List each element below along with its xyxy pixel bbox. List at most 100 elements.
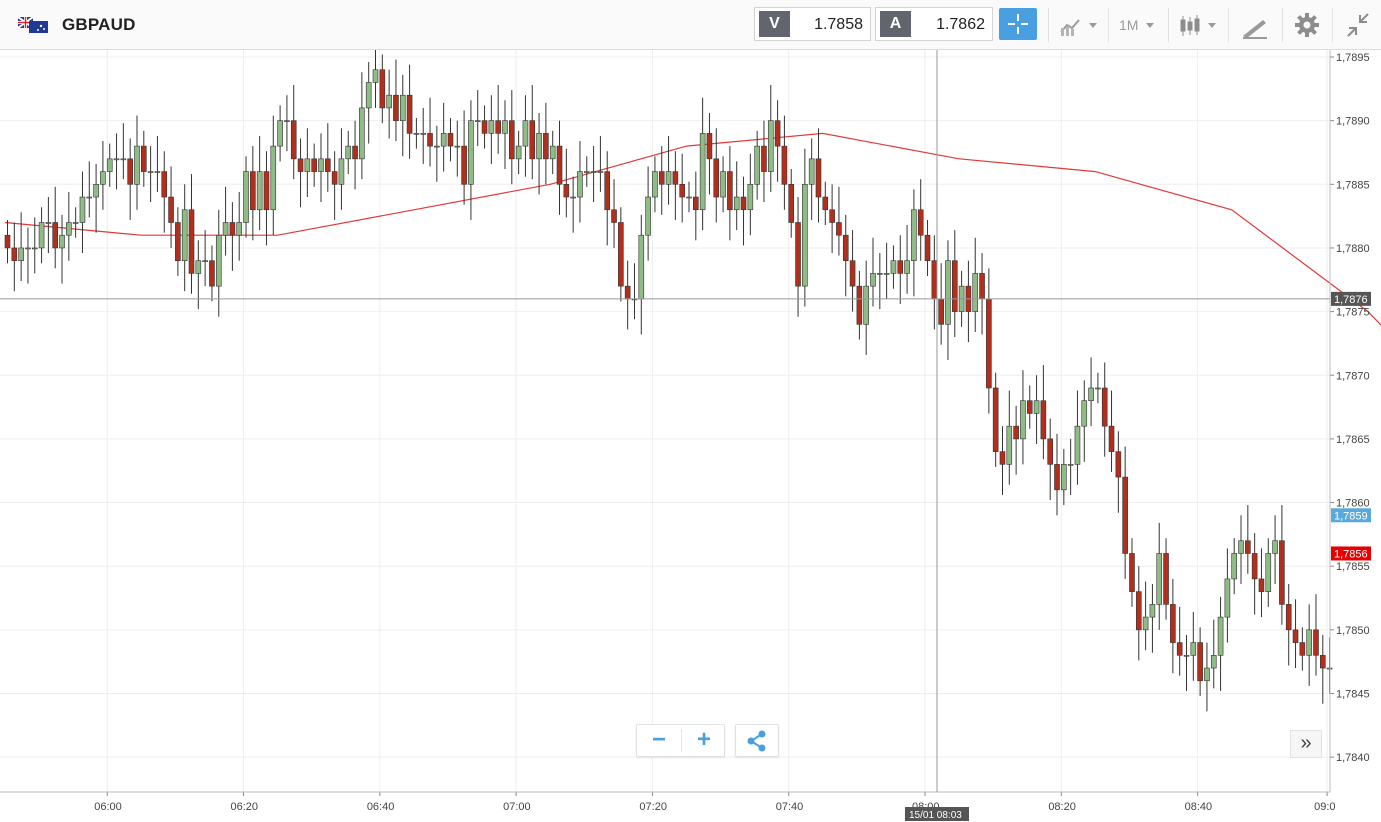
candle-body <box>727 171 733 211</box>
candle-body <box>556 145 563 185</box>
candle-body <box>577 171 583 198</box>
candle <box>815 128 822 223</box>
candle-body <box>911 209 917 261</box>
candles-button[interactable] <box>1168 8 1226 42</box>
candle-body <box>549 145 556 160</box>
candle-body <box>1306 629 1312 656</box>
chart-axes: 1,7895 1,7890 1,7885 1,7880 1,7875 1,7870 1,78… <box>0 50 1371 821</box>
candle-body <box>597 171 604 173</box>
candle-body <box>495 120 501 134</box>
x-tick-label: 07:40 <box>776 801 804 813</box>
candle-body <box>1020 400 1026 440</box>
candle <box>917 179 924 261</box>
candle-body <box>802 184 808 287</box>
candle-body <box>611 209 617 223</box>
candle <box>270 115 277 236</box>
crosshair-time-box <box>905 807 969 821</box>
candle-body <box>1272 540 1278 554</box>
y-tick-label: 1,7875 <box>1336 307 1370 319</box>
zoom-in-button[interactable]: + <box>696 726 711 753</box>
candle <box>386 69 392 139</box>
buy-price-button[interactable]: A 1.7862 <box>875 7 993 41</box>
candle-body <box>127 158 133 185</box>
candle <box>931 235 938 330</box>
candle-body <box>1047 438 1053 465</box>
candle <box>618 207 624 302</box>
candle-body <box>188 209 195 274</box>
x-tick-label: 06:40 <box>367 801 395 813</box>
candle-body <box>1197 642 1203 682</box>
y-tick-label: 1,7885 <box>1336 179 1370 191</box>
candle <box>1026 385 1033 429</box>
candle-body <box>679 184 685 198</box>
ask-price-box <box>1331 546 1371 561</box>
candle <box>1088 357 1094 427</box>
candle-body <box>45 222 52 224</box>
candle-body <box>168 196 174 223</box>
sell-price-button[interactable]: V 1.7858 <box>754 7 871 41</box>
share-button[interactable] <box>735 724 779 757</box>
candle-body <box>747 184 754 211</box>
candle <box>372 50 379 108</box>
candle <box>863 260 869 355</box>
candle <box>590 146 597 203</box>
candle <box>597 135 604 192</box>
drawing-tools-button[interactable] <box>1228 8 1280 42</box>
price-chart[interactable]: 1,7895 1,7890 1,7885 1,7880 1,7875 1,7870 1,78… <box>0 50 1381 822</box>
x-tick-label: 07:20 <box>639 801 667 813</box>
candle-body <box>590 171 597 173</box>
candle-body <box>229 222 236 236</box>
candle <box>495 85 501 154</box>
candle-body <box>829 209 835 223</box>
candle-body <box>413 133 420 135</box>
candle-body <box>529 120 536 160</box>
zoom-out-button[interactable]: − <box>651 726 666 753</box>
candle <box>311 143 317 187</box>
candle-body <box>372 69 379 83</box>
candle <box>127 138 133 220</box>
y-tick-label: 1,7890 <box>1336 116 1370 128</box>
candle <box>1210 619 1217 689</box>
settings-button[interactable] <box>1282 8 1332 42</box>
candle-body <box>1061 464 1067 491</box>
candle-body <box>1292 629 1299 643</box>
candle-body <box>924 234 931 261</box>
candle-body <box>311 158 317 172</box>
candle-body <box>161 171 168 198</box>
candle <box>72 207 79 238</box>
y-tick-label: 1,7840 <box>1336 752 1370 764</box>
flag-icon <box>18 17 48 33</box>
x-tick-label: 09:0 <box>1314 801 1335 813</box>
x-tick-label: 06:20 <box>231 801 259 813</box>
chart-type-icon <box>1060 19 1097 36</box>
timeframe-button[interactable]: 1M <box>1108 8 1166 42</box>
candle-body <box>1040 400 1047 440</box>
buy-price: 1.7862 <box>936 16 985 33</box>
candle-body <box>774 120 781 147</box>
candle-body <box>420 133 427 135</box>
candle-body <box>215 234 222 287</box>
candle <box>1251 533 1258 615</box>
fullscreen-button[interactable] <box>1332 8 1380 42</box>
crosshair-button[interactable] <box>999 8 1037 40</box>
candle <box>1285 584 1292 666</box>
candle <box>1245 505 1251 574</box>
candle <box>325 123 331 192</box>
candle <box>18 212 24 282</box>
candle <box>1122 446 1128 579</box>
candle-body <box>652 171 658 198</box>
candle-body <box>563 184 570 198</box>
scroll-to-end-button[interactable]: » <box>1290 730 1322 758</box>
bid-price-box <box>1331 508 1371 523</box>
candle-body <box>693 196 699 211</box>
candle-body <box>38 222 45 249</box>
candle-body <box>986 298 992 389</box>
chart-type-button[interactable] <box>1048 8 1106 42</box>
candle-body <box>624 285 631 300</box>
candle <box>911 189 917 297</box>
candle <box>1054 433 1060 516</box>
candle <box>1265 538 1272 607</box>
candle <box>1238 515 1244 585</box>
candle-body <box>1006 425 1013 465</box>
candle <box>1183 634 1190 691</box>
